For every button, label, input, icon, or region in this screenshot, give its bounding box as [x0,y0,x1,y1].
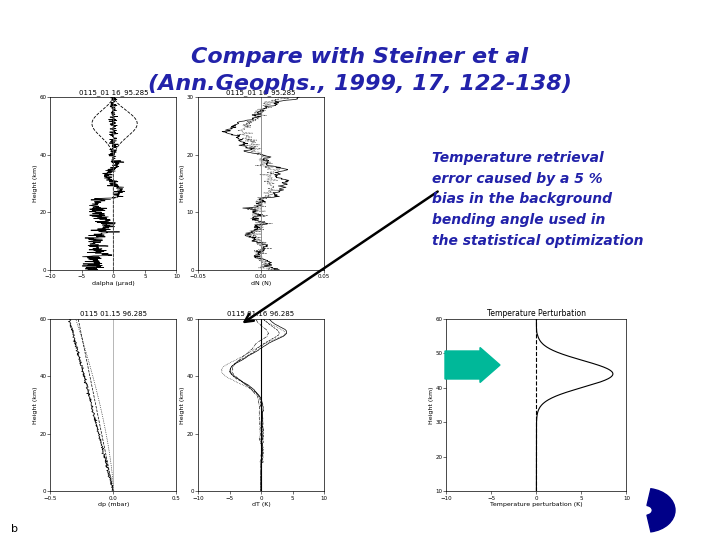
X-axis label: dN (N): dN (N) [251,281,271,286]
Y-axis label: Height (km): Height (km) [181,386,186,424]
Y-axis label: Height (km): Height (km) [33,386,38,424]
X-axis label: Temperature perturbation (K): Temperature perturbation (K) [490,502,582,507]
X-axis label: dp (mbar): dp (mbar) [98,502,129,507]
X-axis label: dT (K): dT (K) [251,502,271,507]
Title: 0115_01 16_95.285: 0115_01 16_95.285 [226,90,296,96]
Y-axis label: Height (km): Height (km) [181,165,186,202]
Title: 0115 01.16 96.285: 0115 01.16 96.285 [228,311,294,317]
X-axis label: dalpha (µrad): dalpha (µrad) [92,281,135,286]
Y-axis label: Height (km): Height (km) [33,165,38,202]
Text: b: b [11,524,18,534]
Y-axis label: Height (km): Height (km) [429,386,434,424]
Title: 0115 01.15 96.285: 0115 01.15 96.285 [80,311,147,317]
Text: (Ann.Geophs., 1999, 17, 122-138): (Ann.Geophs., 1999, 17, 122-138) [148,73,572,94]
Wedge shape [647,489,675,532]
FancyArrow shape [445,348,500,382]
Text: Compare with Steiner et al: Compare with Steiner et al [192,46,528,67]
Text: Temperature retrieval
error caused by a 5 %
bias in the background
bending angle: Temperature retrieval error caused by a … [432,151,644,248]
Title: Temperature Perturbation: Temperature Perturbation [487,309,586,318]
Title: 0115_01 16_95.285: 0115_01 16_95.285 [78,90,148,96]
